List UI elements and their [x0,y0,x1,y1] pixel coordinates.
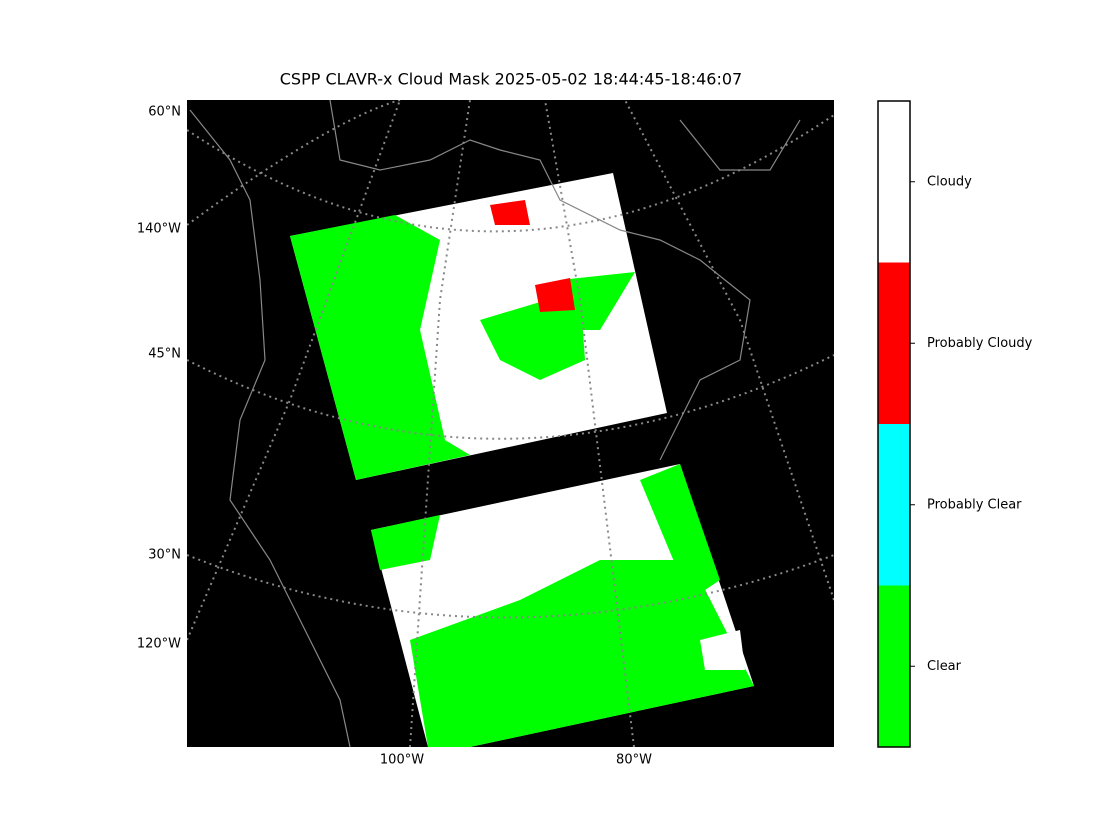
cloudy-prob-area [490,200,530,225]
lon-label: 100°W [380,753,424,768]
coastline [189,109,351,747]
graticule [187,100,401,226]
graticule [624,100,834,601]
colorbar-segment [878,585,910,747]
map: 60°N 140°W 45°N 30°N 120°W 100°W 80°W [137,100,834,768]
coastline [679,119,801,171]
colorbar-segment [878,424,910,586]
clear-area [371,515,440,570]
colorbar-segment [878,101,910,263]
lat-label: 45°N [148,347,181,362]
colorbar-label: Probably Clear [927,497,1022,512]
clear-area [480,290,585,380]
clear-area [410,560,754,747]
colorbar-label: Probably Cloudy [927,336,1033,351]
lon-label: 120°W [137,637,181,652]
graticule [187,354,834,440]
graticule [187,100,401,641]
lon-label: 140°W [137,222,181,237]
cloudy-area [700,630,745,670]
colorbar-segment [878,262,910,424]
colorbar-frame [877,100,911,748]
colorbar-label: Cloudy [927,174,972,189]
graticule [187,114,834,233]
lat-label: 30°N [148,548,181,563]
colorbar-label: Clear [927,659,962,674]
clear-area [290,215,470,480]
lat-label: 60°N [148,105,181,120]
clear-area [560,272,635,330]
colorbar: Clear Probably Clear Probably Cloudy Cloudy [877,100,1033,748]
graticule [544,100,635,747]
coastline [329,100,751,461]
lon-label: 80°W [616,753,652,768]
cloudy-prob-area [535,278,575,312]
graticule [409,100,471,747]
clear-area [640,464,720,600]
title: CSPP CLAVR-x Cloud Mask 2025-05-02 18:44… [280,70,742,89]
